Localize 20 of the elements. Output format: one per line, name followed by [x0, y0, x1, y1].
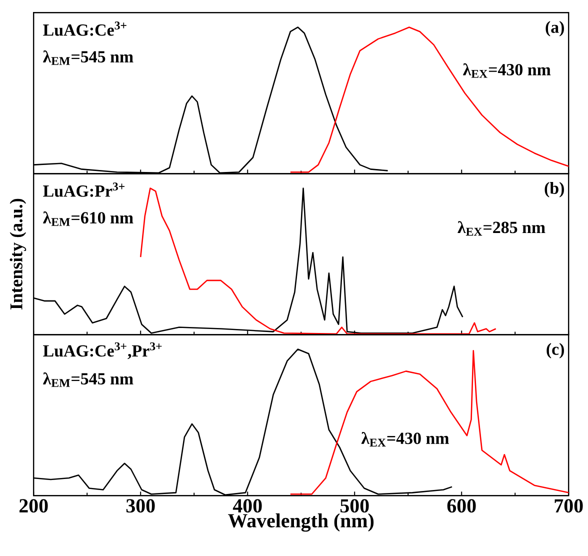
x-tick-label: 700	[554, 499, 583, 513]
annotation: LuAG:Pr$^{3+}$	[43, 182, 125, 197]
y-axis-title: Intensity (a.u.)	[10, 198, 26, 310]
annotation: λ$_{EX}$=430 nm	[361, 432, 449, 446]
x-tick-label: 300	[126, 499, 155, 513]
x-tick-label: 200	[20, 499, 48, 513]
annotation: (a)	[546, 21, 564, 36]
annotation: λ$_{EM}$=610 nm	[43, 211, 134, 226]
annotation: λ$_{EX}$=430 nm	[463, 63, 551, 78]
annotation: λ$_{EM}$=545 nm	[43, 50, 134, 65]
x-tick-label: 600	[447, 499, 476, 513]
annotation: LuAG:Ce$^{3+}$	[43, 22, 126, 36]
x-tick-label: 500	[340, 499, 369, 513]
annotation: λ$_{EM}$=545 nm	[43, 372, 134, 387]
x-axis-title: Wavelength (nm)	[228, 513, 374, 532]
x-tick-label: 400	[232, 499, 262, 513]
annotation: λ$_{EX}$=285 nm	[458, 221, 546, 236]
annotation: LuAG:Ce$^{3+}$,Pr$^{3+}$	[43, 342, 162, 360]
annotation: (c)	[546, 343, 564, 358]
annotation: (b)	[544, 182, 564, 198]
